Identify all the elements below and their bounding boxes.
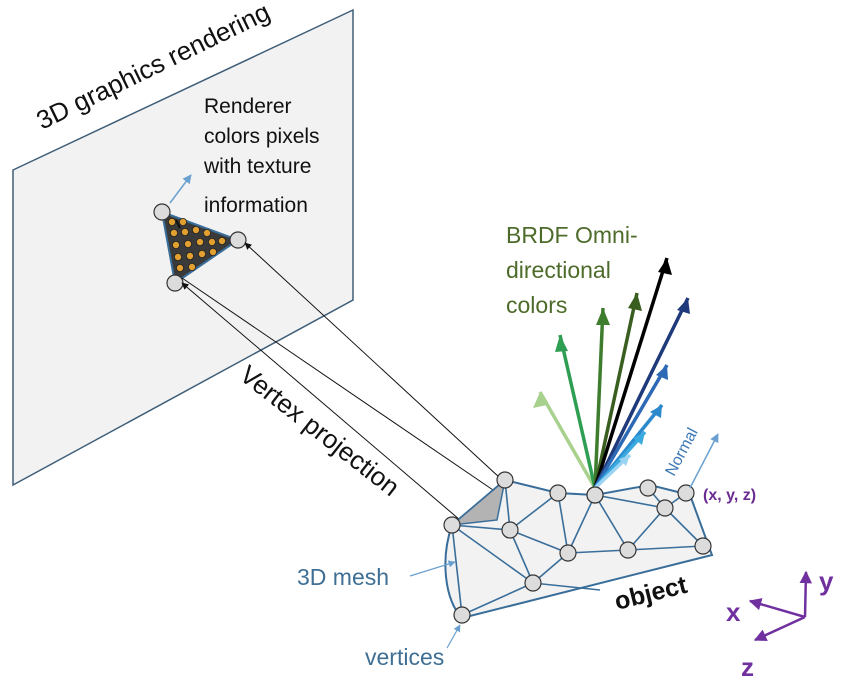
brdf-ray-3 (593, 307, 605, 489)
brdf-arrowheads (533, 258, 690, 466)
renderer-description: Renderer colors pixels with texture info… (203, 95, 325, 217)
brdf-ray-4 (593, 292, 639, 489)
y-axis (799, 570, 812, 618)
vertices-pointer (446, 624, 461, 649)
renderer-line-3: with texture (203, 155, 311, 178)
y-axis-label: y (819, 566, 834, 596)
object-silhouette (444, 478, 714, 620)
brdf-rays (538, 257, 690, 490)
brdf-ray-1 (538, 391, 597, 489)
projected-vertices (153, 203, 247, 292)
brdf-line-1: BRDF Omni- (506, 222, 638, 248)
surface-normal-arrow (689, 433, 719, 489)
plane-normal-arrow (169, 174, 192, 204)
pointer-arrow (175, 219, 181, 229)
renderer-line-2: colors pixels (204, 125, 320, 148)
mesh-pointer (409, 560, 456, 577)
brdf-label: BRDF Omni- directional colors (506, 222, 644, 318)
x-axis-label: x (726, 597, 741, 627)
renderer-line-4: information (204, 194, 308, 217)
brdf-line-3: colors (506, 292, 567, 318)
coordinate-axes (748, 570, 812, 642)
z-axis-label: z (741, 652, 754, 682)
vertex-projection-label: Vertex projection (234, 359, 405, 502)
renderer-line-1: Renderer (204, 95, 292, 118)
z-axis (753, 615, 806, 642)
texture-dots (167, 217, 226, 272)
brdf-ray-2 (558, 334, 597, 489)
normal-label: Normal (663, 425, 702, 479)
brdf-line-2: directional (506, 257, 611, 283)
highlighted-face (449, 478, 507, 527)
coordinates-label: (x, y, z) (703, 487, 756, 504)
x-axis (748, 598, 806, 619)
brdf-ray-5 (593, 257, 669, 489)
brdf-origin-vertex (586, 486, 604, 504)
vertices-label: vertices (365, 644, 444, 670)
brdf-ray-6 (593, 297, 690, 489)
mesh-label: 3D mesh (297, 564, 389, 590)
brdf-ray-7 (593, 364, 669, 489)
projection-lines (181, 242, 501, 521)
